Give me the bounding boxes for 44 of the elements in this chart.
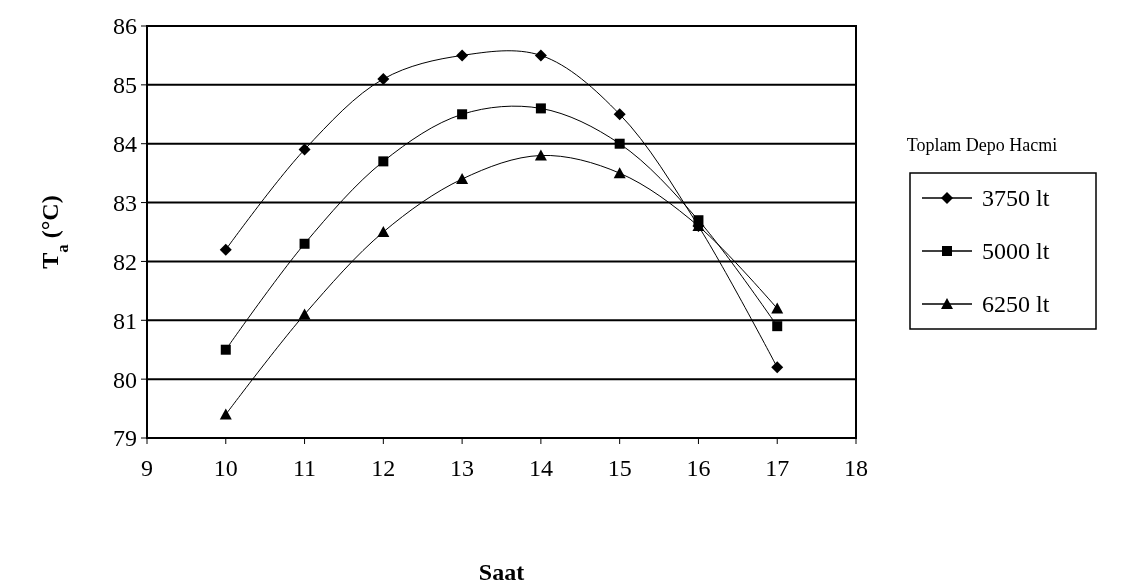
y-tick-label: 79 <box>113 425 137 452</box>
legend-label: 5000 lt <box>982 238 1050 265</box>
y-tick-label: 84 <box>113 131 137 158</box>
point <box>378 156 389 167</box>
point <box>534 149 547 161</box>
point <box>534 49 547 62</box>
point <box>772 321 783 332</box>
point <box>299 238 310 249</box>
y-tick-label: 86 <box>113 13 137 40</box>
x-tick-label: 18 <box>844 455 868 481</box>
y-tick-label: 85 <box>113 72 137 99</box>
y-tick-label: 83 <box>113 189 137 216</box>
x-axis-title: Saat <box>478 559 525 585</box>
point <box>613 108 626 121</box>
x-tick-label: 15 <box>607 455 632 481</box>
x-tick-label: 13 <box>450 455 475 481</box>
x-tick-label: 10 <box>213 455 238 481</box>
point <box>771 302 784 314</box>
point <box>535 103 546 114</box>
point <box>377 226 390 237</box>
point <box>771 361 784 374</box>
x-tick-label: 11 <box>293 455 317 481</box>
legend-title: Toplam Depo Hacmi <box>906 135 1058 155</box>
point <box>220 344 231 355</box>
legend-label: 6250 lt <box>982 291 1050 318</box>
x-tick-label: 12 <box>371 455 396 481</box>
x-tick-label: 17 <box>765 455 790 481</box>
legend-label: 3750 lt <box>982 185 1050 212</box>
point <box>219 408 232 420</box>
x-tick-label: 9 <box>141 455 153 481</box>
y-tick-label: 82 <box>113 248 137 275</box>
point <box>456 49 469 62</box>
point <box>377 72 390 85</box>
x-tick-label: 14 <box>528 455 553 481</box>
point <box>219 243 232 256</box>
point <box>456 173 469 185</box>
point <box>614 138 625 149</box>
point <box>457 109 468 120</box>
x-tick-label: 16 <box>686 455 711 481</box>
point <box>298 308 311 320</box>
point <box>613 167 626 179</box>
y-tick-label: 81 <box>113 307 137 334</box>
y-tick-label: 80 <box>113 366 137 393</box>
point <box>298 143 311 156</box>
